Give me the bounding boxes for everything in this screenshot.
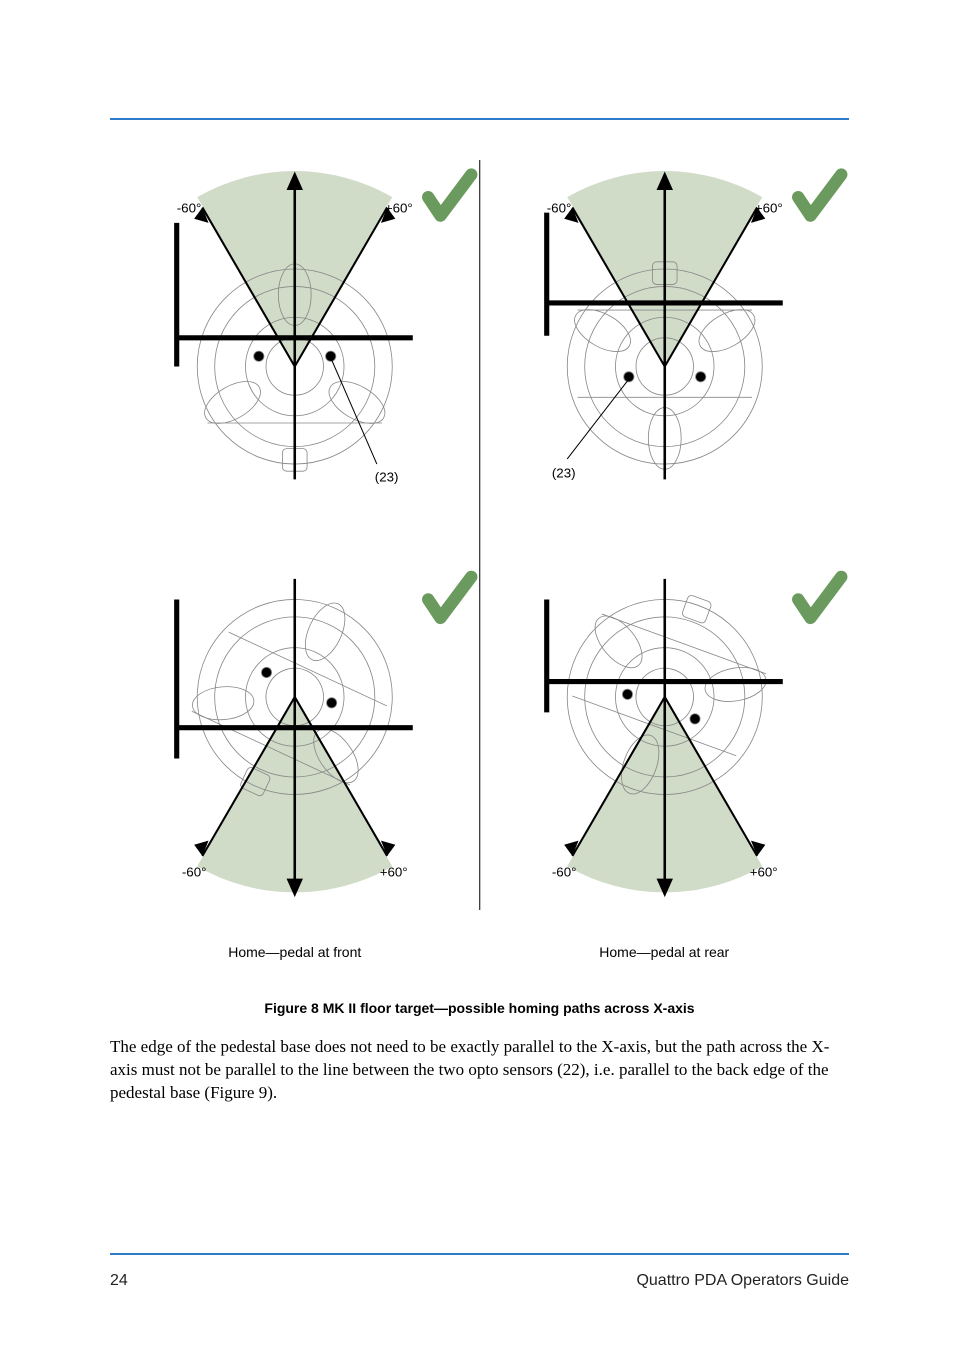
label-pos60: +60° [749,865,777,880]
caption-left: Home—pedal at front [110,944,480,960]
figure-grid: (23) -60° +60° [110,160,849,960]
page: 24 Quattro PDA Operators Guide [0,0,954,1350]
label-pos60: +60° [385,201,413,216]
label-neg60: -60° [551,865,576,880]
label-neg60: -60° [182,865,207,880]
content-area: (23) -60° +60° [110,160,849,1210]
diagram-bottom-right: -60° +60° [480,552,850,924]
diagram-top-right: (23) -60° +60° [480,160,850,532]
label-pos60: +60° [380,865,408,880]
page-number: 24 [110,1272,128,1290]
caption-right: Home—pedal at rear [480,944,850,960]
label-pos60: +60° [754,201,782,216]
caption-row: Home—pedal at front Home—pedal at rear [110,944,849,960]
guide-title: Quattro PDA Operators Guide [636,1272,849,1290]
ref-23: (23) [551,465,575,480]
check-icon [798,577,841,618]
label-neg60: -60° [177,201,202,216]
body-paragraph: The edge of the pedestal base does not n… [110,1036,849,1105]
label-neg60: -60° [546,201,571,216]
check-icon [428,175,471,216]
check-icon [428,577,471,618]
page-footer: 24 Quattro PDA Operators Guide [110,1272,849,1290]
figure-caption: Figure 8 MK II floor target—possible hom… [110,1000,849,1016]
diagram-bottom-left: -60° +60° [110,552,480,924]
check-icon [798,175,841,216]
footer-rule [110,1253,849,1255]
diagram-top-left: (23) -60° +60° [110,160,480,532]
header-rule [110,118,849,120]
ref-23: (23) [375,469,399,484]
